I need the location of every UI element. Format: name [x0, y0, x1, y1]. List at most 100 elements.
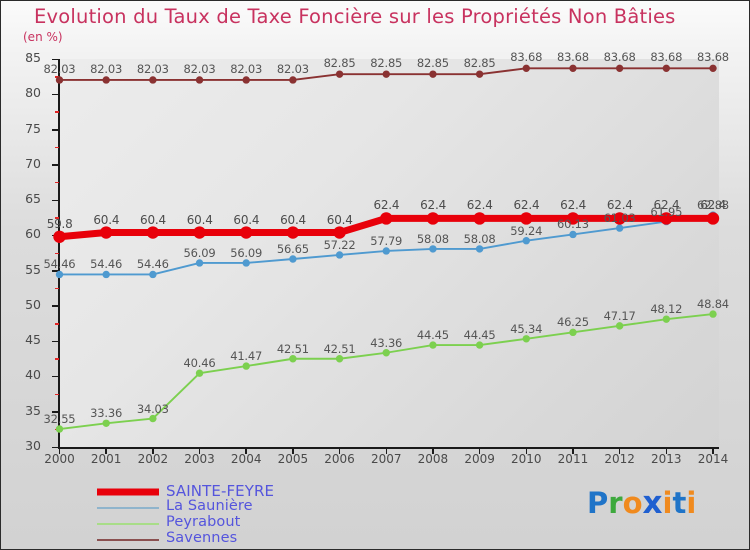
data-point[interactable] [382, 349, 390, 357]
data-point[interactable] [195, 369, 204, 377]
data-point[interactable] [55, 425, 64, 433]
data-point[interactable] [426, 212, 440, 225]
y-tick-minor [55, 76, 59, 78]
data-point[interactable] [289, 355, 297, 363]
x-tick [385, 448, 387, 454]
data-point[interactable] [286, 226, 300, 239]
data-point[interactable] [55, 270, 64, 279]
data-point[interactable] [475, 341, 484, 349]
y-tick [52, 305, 58, 307]
x-tick-label: 2009 [464, 452, 495, 466]
data-point[interactable] [242, 76, 250, 84]
data-point[interactable] [102, 76, 110, 84]
y-tick-label: 70 [25, 155, 41, 171]
data-point[interactable] [149, 76, 157, 84]
data-point[interactable] [240, 226, 253, 239]
chart-legend: SAINTE-FEYRE La Saunière Peyrabout Savennes [97, 482, 427, 548]
data-point[interactable] [566, 212, 580, 225]
data-point[interactable] [429, 70, 437, 78]
data-point[interactable] [382, 247, 390, 255]
proxiti-logo[interactable]: Proxiti [587, 488, 696, 519]
data-point[interactable] [569, 328, 577, 337]
point-value-label: 54.46 [43, 257, 76, 272]
series-sainte-feyre [53, 212, 720, 243]
data-point[interactable] [615, 64, 624, 73]
data-point[interactable] [660, 212, 673, 225]
data-point[interactable] [522, 237, 530, 245]
data-point[interactable] [520, 212, 533, 225]
data-point[interactable] [102, 270, 110, 279]
data-point[interactable] [475, 70, 484, 78]
y-tick-label: 45 [25, 332, 41, 348]
data-point[interactable] [615, 224, 624, 232]
data-point[interactable] [333, 226, 346, 239]
x-tick [432, 448, 434, 454]
series-savennes [55, 64, 717, 84]
data-point[interactable] [522, 335, 530, 343]
data-point[interactable] [569, 64, 577, 73]
data-point[interactable] [335, 355, 344, 363]
data-point[interactable] [193, 226, 206, 239]
legend-label: Savennes [166, 530, 238, 546]
data-point[interactable] [289, 76, 297, 84]
point-value-label: 83.68 [556, 50, 589, 65]
data-point[interactable] [102, 419, 110, 427]
point-value-label: 82.03 [230, 61, 263, 76]
point-value-label: 48.84 [697, 297, 729, 312]
data-point[interactable] [242, 362, 250, 370]
y-tick [52, 270, 58, 272]
point-value-label: 32.55 [43, 412, 76, 426]
point-value-label: 45.34 [510, 321, 543, 336]
data-point[interactable] [53, 230, 66, 243]
data-point[interactable] [99, 226, 113, 239]
legend-item-la-sauni-re[interactable]: La Saunière [97, 498, 427, 516]
x-tick [478, 448, 481, 454]
point-value-label: 60.4 [140, 212, 166, 227]
data-point[interactable] [55, 76, 64, 84]
x-tick [618, 448, 621, 454]
data-point[interactable] [709, 64, 717, 73]
data-point[interactable] [473, 212, 486, 225]
data-point[interactable] [335, 251, 344, 259]
data-point[interactable] [380, 212, 393, 225]
data-point[interactable] [289, 255, 297, 263]
x-tick [105, 448, 107, 454]
legend-color-swatch [97, 539, 159, 541]
data-point[interactable] [709, 310, 717, 318]
legend-item-sainte-feyre[interactable]: SAINTE-FEYRE [97, 482, 427, 500]
data-point[interactable] [613, 212, 626, 225]
data-point[interactable] [195, 76, 204, 84]
y-tick-minor [55, 252, 59, 254]
page-title: Evolution du Taux de Taxe Foncière sur l… [34, 5, 676, 28]
point-value-label: 83.68 [510, 50, 543, 65]
point-value-label: 82.85 [323, 56, 356, 71]
data-point[interactable] [242, 259, 250, 267]
data-point[interactable] [522, 64, 530, 73]
data-point[interactable] [706, 212, 720, 225]
point-value-label: 82.85 [370, 56, 403, 71]
point-value-label: 83.68 [650, 50, 683, 65]
x-axis [58, 447, 719, 449]
point-value-label: 34.03 [136, 401, 169, 416]
data-point[interactable] [335, 70, 344, 78]
data-point[interactable] [569, 230, 577, 239]
legend-item-peyrabout[interactable]: Peyrabout [97, 514, 427, 532]
legend-item-savennes[interactable]: Savennes [97, 530, 427, 548]
data-point[interactable] [662, 315, 671, 323]
data-point[interactable] [429, 245, 437, 253]
y-tick-minor [55, 323, 59, 325]
data-point[interactable] [149, 270, 157, 279]
data-point[interactable] [149, 414, 157, 423]
data-point[interactable] [615, 322, 624, 330]
point-value-label: 58.08 [463, 231, 496, 246]
data-point[interactable] [429, 341, 437, 349]
x-tick-label: 2006 [324, 452, 355, 466]
data-point[interactable] [382, 70, 390, 78]
data-point[interactable] [662, 64, 671, 73]
y-tick [52, 164, 58, 166]
data-point[interactable] [475, 245, 484, 253]
data-point[interactable] [146, 226, 160, 239]
y-tick [52, 58, 58, 60]
data-point[interactable] [195, 259, 204, 267]
point-value-label: 59.24 [510, 223, 543, 238]
